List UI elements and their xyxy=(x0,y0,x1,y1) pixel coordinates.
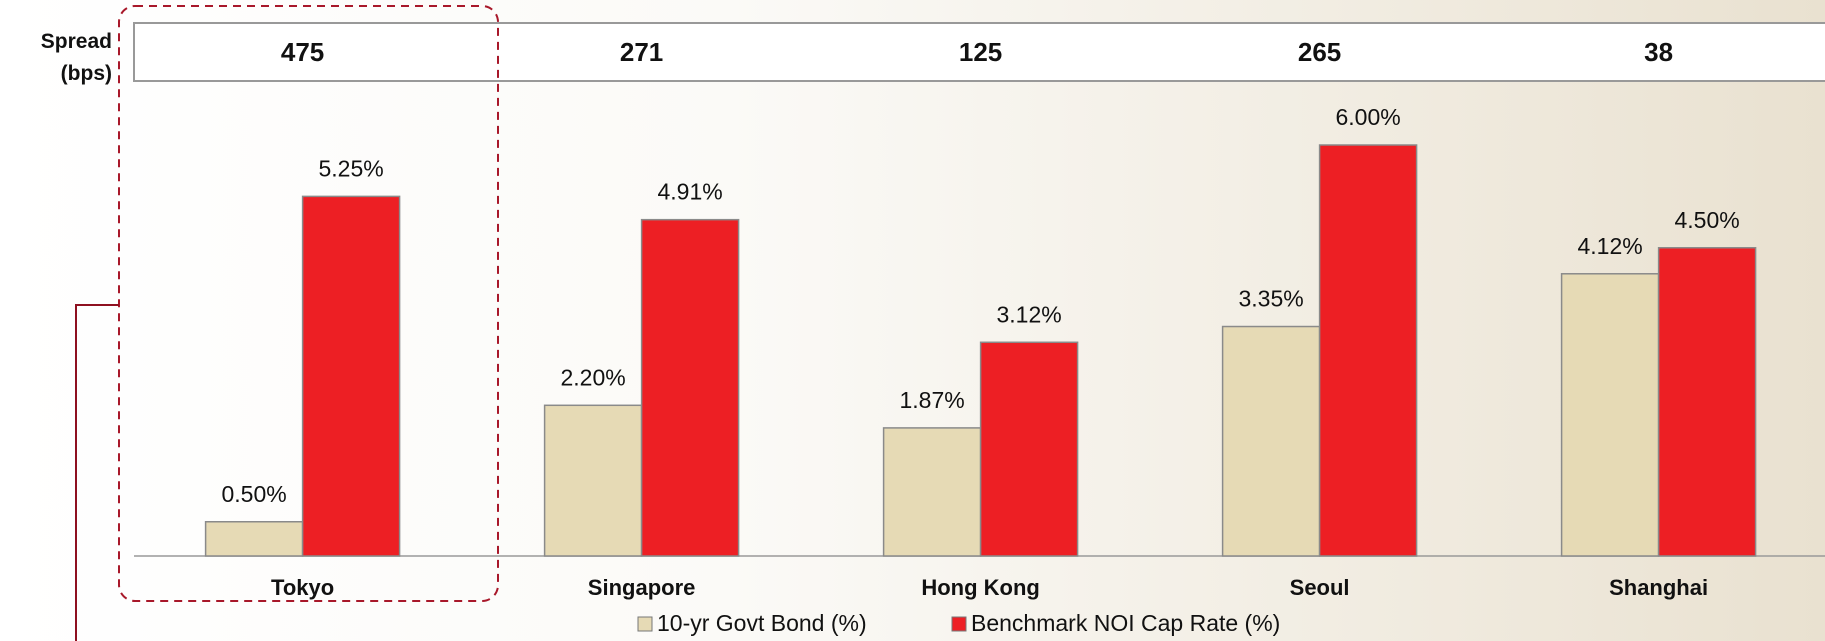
chart: 475 Tokyo 0.50% 5.25% 271 Singapore 2.20% 4.91%… xyxy=(0,0,1825,641)
bar xyxy=(545,405,642,556)
x-tick-label: Shanghai xyxy=(1609,575,1708,600)
spread-value: 271 xyxy=(620,37,663,67)
bar xyxy=(1659,248,1756,556)
value-label: 0.50% xyxy=(221,481,286,507)
value-label: 5.25% xyxy=(318,155,383,181)
bar xyxy=(206,522,303,556)
value-label: 4.91% xyxy=(657,179,722,205)
value-label: 3.35% xyxy=(1238,286,1303,312)
value-label: 6.00% xyxy=(1335,104,1400,130)
value-label: 3.12% xyxy=(996,301,1061,327)
legend-label: Benchmark NOI Cap Rate (%) xyxy=(971,610,1280,636)
bar xyxy=(981,342,1078,556)
spread-value: 38 xyxy=(1644,37,1673,67)
page: Spread (bps) 475Tokyo0.50%5.25%271Singap… xyxy=(0,0,1825,641)
bar xyxy=(1562,274,1659,556)
x-tick-label: Tokyo xyxy=(271,575,334,600)
bar xyxy=(303,196,400,556)
value-label: 2.20% xyxy=(560,364,625,390)
value-label: 4.12% xyxy=(1577,233,1642,259)
bar xyxy=(884,428,981,556)
bar xyxy=(1320,145,1417,556)
connector-line xyxy=(76,305,119,641)
legend-label: 10-yr Govt Bond (%) xyxy=(657,610,867,636)
bar xyxy=(1223,327,1320,556)
value-label: 1.87% xyxy=(899,387,964,413)
legend-swatch xyxy=(952,617,966,631)
x-tick-label: Hong Kong xyxy=(921,575,1040,600)
spread-value: 265 xyxy=(1298,37,1341,67)
spread-value: 475 xyxy=(281,37,324,67)
x-tick-label: Seoul xyxy=(1290,575,1350,600)
spread-value: 125 xyxy=(959,37,1002,67)
bar xyxy=(642,220,739,556)
legend-swatch xyxy=(638,617,652,631)
x-tick-label: Singapore xyxy=(588,575,696,600)
value-label: 4.50% xyxy=(1674,207,1739,233)
